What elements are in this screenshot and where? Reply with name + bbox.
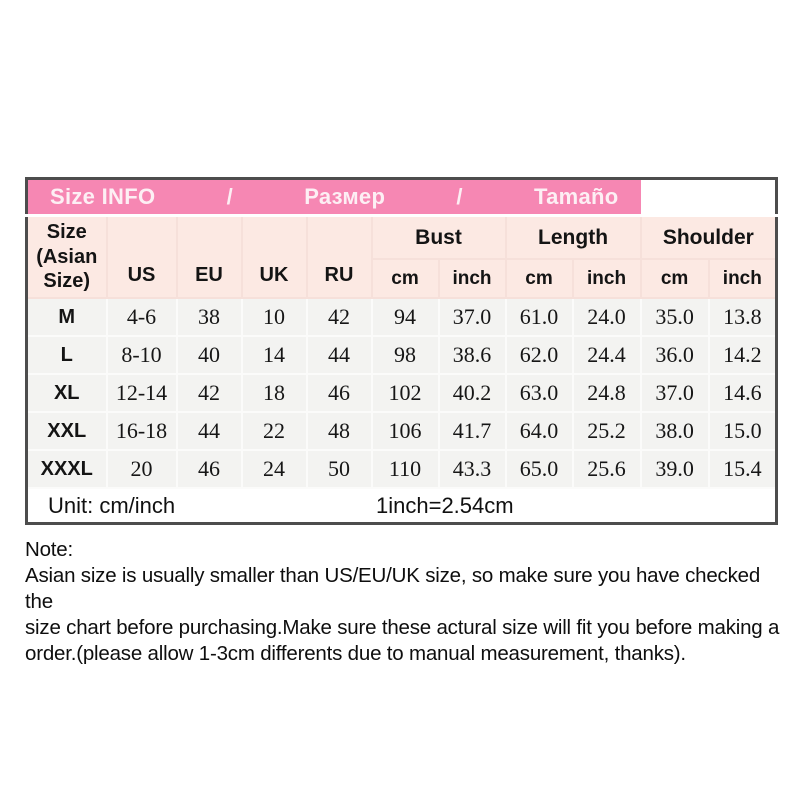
banner-segment-tamano: Tamaño <box>534 184 619 209</box>
table-row-xxl: XXL 16-18 44 22 48 106 41.7 64.0 25.2 38… <box>25 411 778 451</box>
size-chart-table: Size INFO / Размер / Tamaño Size (Asian … <box>25 177 779 525</box>
table-cell: 14.6 <box>707 373 778 413</box>
table-cell: 15.4 <box>707 449 778 489</box>
size-label: XXXL <box>25 449 108 489</box>
table-cell: 62.0 <box>504 335 574 375</box>
size-label: M <box>25 297 108 337</box>
table-cell: 38 <box>175 297 243 337</box>
table-cell: 10 <box>240 297 308 337</box>
banner-row: Size INFO / Размер / Tamaño <box>26 178 777 217</box>
table-cell: 106 <box>370 411 440 451</box>
table-cell: 61.0 <box>504 297 574 337</box>
table-cell: 35.0 <box>639 297 710 337</box>
note-body: Asian size is usually smaller than US/EU… <box>25 564 780 665</box>
table-cell: 44 <box>305 335 373 375</box>
banner-content: Size INFO / Размер / Tamaño <box>28 184 641 210</box>
header-length-inch: inch <box>571 258 642 299</box>
table-cell: 24.8 <box>571 373 642 413</box>
note-title: Note: <box>25 538 73 561</box>
header-shoulder-cm: cm <box>639 258 710 299</box>
table-row-m: M 4-6 38 10 42 94 37.0 61.0 24.0 35.0 13… <box>25 297 778 337</box>
table-cell: 12-14 <box>105 373 178 413</box>
table-cell: 44 <box>175 411 243 451</box>
table-cell: 14.2 <box>707 335 778 375</box>
header-shoulder: Shoulder <box>639 214 778 260</box>
header-shoulder-inch: inch <box>707 258 778 299</box>
header-eu: EU <box>175 214 243 299</box>
header-bust-inch: inch <box>437 258 507 299</box>
header-bust-cm: cm <box>370 258 440 299</box>
table-cell: 64.0 <box>504 411 574 451</box>
table-cell: 102 <box>370 373 440 413</box>
table-cell: 42 <box>175 373 243 413</box>
table-cell: 46 <box>175 449 243 489</box>
table-row-xl: XL 12-14 42 18 46 102 40.2 63.0 24.8 37.… <box>25 373 778 413</box>
header-row-units: cm inch cm inch cm inch <box>27 258 778 299</box>
table-cell: 25.6 <box>571 449 642 489</box>
note-section: Note: Asian size is usually smaller than… <box>25 537 785 667</box>
table-cell: 63.0 <box>504 373 574 413</box>
table-cell: 98 <box>370 335 440 375</box>
table-cell: 37.0 <box>437 297 507 337</box>
header-size-asian-size: Size (Asian Size) <box>25 214 108 299</box>
table-cell: 24.0 <box>571 297 642 337</box>
size-label: XXL <box>25 411 108 451</box>
banner-blank-area <box>640 178 777 217</box>
table-cell: 24.4 <box>571 335 642 375</box>
table-row-xxxl: XXXL 20 46 24 50 110 43.3 65.0 25.6 39.0… <box>25 449 778 489</box>
table-cell: 65.0 <box>504 449 574 489</box>
conversion-label: 1inch=2.54cm <box>376 492 514 518</box>
table-cell: 25.2 <box>571 411 642 451</box>
header-bust: Bust <box>370 214 507 260</box>
unit-row: Unit: cm/inch 1inch=2.54cm <box>26 487 777 524</box>
header-ru: RU <box>305 214 373 299</box>
table-cell: 4-6 <box>105 297 178 337</box>
header-row-groups: Size (Asian Size) US EU UK RU Bust Lengt… <box>25 214 778 299</box>
table-row-l: L 8-10 40 14 44 98 38.6 62.0 24.4 36.0 1… <box>25 335 778 375</box>
table-cell: 110 <box>370 449 440 489</box>
table-cell: 38.6 <box>437 335 507 375</box>
table-cell: 40.2 <box>437 373 507 413</box>
table-cell: 42 <box>305 297 373 337</box>
table-cell: 39.0 <box>639 449 710 489</box>
header-us: US <box>105 214 178 299</box>
table-cell: 50 <box>305 449 373 489</box>
table-cell: 37.0 <box>639 373 710 413</box>
header-length-cm: cm <box>504 258 574 299</box>
table-cell: 36.0 <box>639 335 710 375</box>
table-cell: 8-10 <box>105 335 178 375</box>
banner-slash-1: / <box>226 184 233 209</box>
table-cell: 13.8 <box>707 297 778 337</box>
unit-row-cell: Unit: cm/inch 1inch=2.54cm <box>26 487 777 524</box>
unit-row-content: Unit: cm/inch 1inch=2.54cm <box>28 489 775 522</box>
table-cell: 16-18 <box>105 411 178 451</box>
table-cell: 48 <box>305 411 373 451</box>
table-cell: 20 <box>105 449 178 489</box>
table-cell: 41.7 <box>437 411 507 451</box>
table-cell: 22 <box>240 411 308 451</box>
header-length: Length <box>504 214 642 260</box>
table-cell: 18 <box>240 373 308 413</box>
table-cell: 24 <box>240 449 308 489</box>
table-cell: 14 <box>240 335 308 375</box>
table-cell: 40 <box>175 335 243 375</box>
table-cell: 43.3 <box>437 449 507 489</box>
banner-segment-size-info: Size INFO <box>50 184 156 209</box>
table-cell: 15.0 <box>707 411 778 451</box>
table-cell: 94 <box>370 297 440 337</box>
table-cell: 38.0 <box>639 411 710 451</box>
banner-segment-razmer: Размер <box>304 184 386 209</box>
size-label: L <box>25 335 108 375</box>
size-label: XL <box>25 373 108 413</box>
unit-label: Unit: cm/inch <box>48 492 176 518</box>
banner-slash-2: / <box>456 184 463 209</box>
header-uk: UK <box>240 214 308 299</box>
banner: Size INFO / Размер / Tamaño <box>26 178 641 217</box>
table-cell: 46 <box>305 373 373 413</box>
